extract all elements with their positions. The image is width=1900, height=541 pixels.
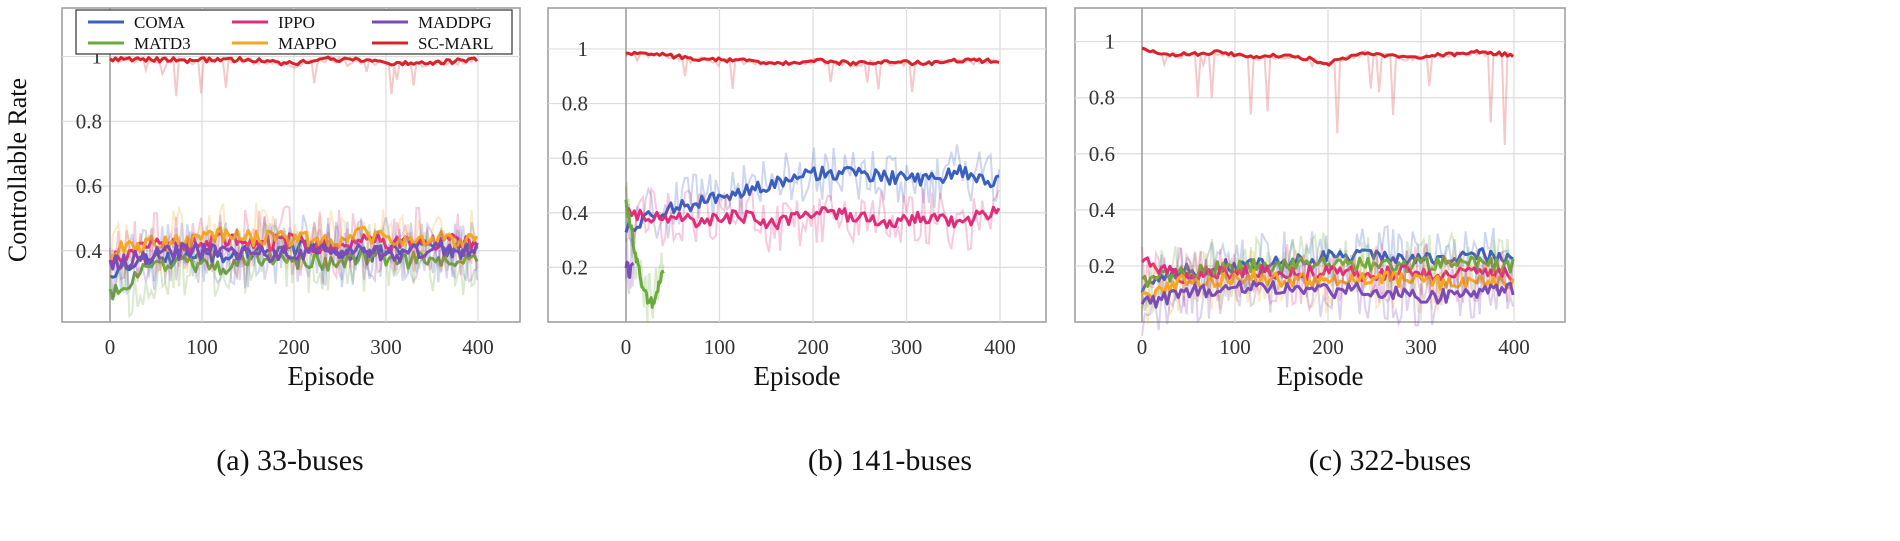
series-raw-coma	[625, 144, 1001, 247]
series-line-matd3	[624, 199, 665, 309]
legend-box	[75, 9, 513, 55]
x-tick-label: 0	[1137, 335, 1148, 359]
legend-item-coma: COMA	[88, 13, 186, 32]
plot-frame	[547, 7, 1047, 323]
legend-item-mappo: MAPPO	[232, 34, 337, 53]
panel-caption: (a) 33-buses	[216, 444, 363, 477]
x-tick-label: 400	[1498, 335, 1530, 359]
series-raw-maddpg	[109, 217, 478, 299]
plot-frame	[61, 7, 521, 323]
x-tick-label: 200	[1312, 335, 1344, 359]
legend-label: COMA	[134, 13, 186, 32]
panel-2: 0.2 0.4 0.6 0.8 1 0 100 200 300 400 Episode (b) 141…	[547, 7, 1047, 477]
x-tick-label: 400	[984, 335, 1016, 359]
y-tick-label: 0.6	[1089, 142, 1115, 166]
x-tick-label: 200	[278, 335, 310, 359]
x-tick-label: 300	[891, 335, 923, 359]
series-line-maddpg	[108, 239, 479, 271]
series-line-sc-marl	[109, 55, 479, 67]
x-tick-label: 300	[1405, 335, 1437, 359]
x-tick-label: 200	[797, 335, 829, 359]
series-line-sc-marl	[625, 50, 1000, 67]
x-axis-label: Episode	[1277, 361, 1364, 391]
series-raw-ippo	[109, 205, 479, 282]
series-line-coma	[624, 164, 1000, 233]
x-axis-label: Episode	[754, 361, 841, 391]
series-line-ippo	[1140, 256, 1514, 285]
series-line-mappo	[109, 225, 479, 259]
series-line-matd3	[1141, 255, 1515, 288]
series-line-maddpg	[624, 260, 635, 279]
x-axis-label: Episode	[288, 361, 375, 391]
y-axis-label: Controllable Rate	[3, 78, 32, 262]
y-tick-label: 0.6	[562, 146, 588, 170]
x-tick-label: 0	[621, 335, 632, 359]
y-tick-label: 0.8	[76, 109, 102, 133]
series-raw-sc-marl	[109, 55, 478, 97]
legend-label: IPPO	[278, 13, 315, 32]
series-line-maddpg	[1140, 280, 1515, 309]
y-tick-label: 0.8	[1089, 86, 1115, 110]
series-raw-maddpg	[625, 237, 635, 295]
y-tick-label: 0.4	[1089, 198, 1116, 222]
legend-label: MAPPO	[278, 34, 337, 53]
panel-1: 0.4 0.6 0.8 1 0 100 200 300 400 Episode (a) 33-bus…	[3, 7, 521, 477]
panel-caption: (b) 141-buses	[808, 444, 972, 477]
y-tick-label: 0.4	[562, 201, 589, 225]
series-line-ippo	[625, 205, 1001, 231]
y-tick-label: 0.6	[76, 174, 102, 198]
y-tick-label: 1	[92, 45, 103, 69]
series-line-sc-marl	[1141, 46, 1515, 67]
legend-item-matd3: MATD3	[88, 34, 191, 53]
panel-caption: (c) 322-buses	[1309, 444, 1471, 477]
y-tick-label: 1	[578, 37, 589, 61]
series-line-matd3	[108, 249, 479, 301]
legend-item-ippo: IPPO	[232, 13, 315, 32]
x-tick-label: 100	[1219, 335, 1251, 359]
legend-label: MADDPG	[418, 13, 492, 32]
legend-item-sc-marl: SC-MARL	[372, 34, 494, 53]
legend-item-maddpg: MADDPG	[372, 13, 492, 32]
legend: COMA MATD3 IPPO MAPPO MADDPG SC-MARL	[75, 9, 513, 55]
y-tick-label: 0.8	[562, 92, 588, 116]
x-tick-label: 100	[704, 335, 736, 359]
panel-3: 0.2 0.4 0.6 0.8 1 0 100 200 300 400 Episode (c) 322…	[1074, 7, 1566, 477]
y-tick-label: 1	[1105, 30, 1116, 54]
x-tick-label: 300	[370, 335, 402, 359]
y-tick-label: 0.2	[562, 255, 588, 279]
legend-label: MATD3	[134, 34, 191, 53]
y-tick-label: 0.4	[76, 239, 103, 263]
legend-label: SC-MARL	[418, 34, 494, 53]
series-raw-matd3	[1141, 230, 1514, 315]
y-tick-label: 0.2	[1089, 254, 1115, 278]
x-tick-label: 0	[105, 335, 116, 359]
x-tick-label: 400	[462, 335, 494, 359]
x-tick-label: 100	[186, 335, 218, 359]
